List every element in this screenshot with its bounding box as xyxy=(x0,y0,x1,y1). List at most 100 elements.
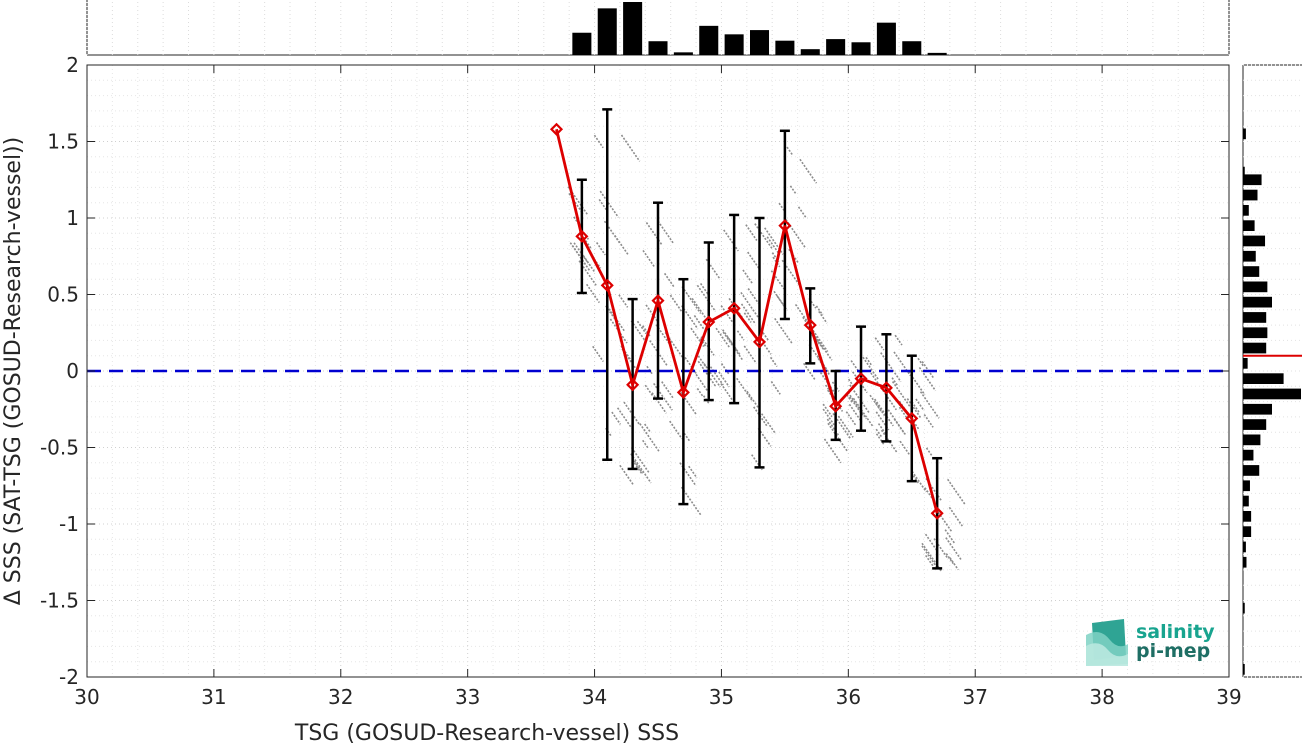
y-histogram-bar xyxy=(1243,373,1284,385)
salinity-pi-mep-logo: salinity pi-mep xyxy=(1086,619,1215,666)
y-histogram-bar xyxy=(1243,189,1258,201)
scatter-point xyxy=(874,337,885,351)
scatter-point xyxy=(693,315,705,330)
scatter-point xyxy=(819,372,836,395)
y-histogram-bar xyxy=(1243,510,1252,522)
y-tick-label: 1 xyxy=(66,206,79,230)
x-histogram-bar xyxy=(851,42,871,55)
scatter-point xyxy=(925,447,934,458)
scatter-point xyxy=(911,470,928,493)
scatter-point xyxy=(631,447,650,473)
scatter-point xyxy=(736,377,754,402)
scatter-point xyxy=(703,363,721,388)
scatter-point xyxy=(852,397,874,427)
mean-marker xyxy=(600,278,614,292)
y-tick-label: -0.5 xyxy=(40,436,79,460)
binned-mean-markers xyxy=(549,122,944,520)
y-histogram-bar xyxy=(1243,266,1260,277)
y-histogram-bar xyxy=(1243,388,1301,400)
scatter-point xyxy=(720,383,733,401)
scatter-point xyxy=(688,465,698,479)
scatter-point xyxy=(760,413,777,435)
scatter-point xyxy=(911,401,920,413)
mean-marker xyxy=(930,506,944,520)
mean-marker xyxy=(905,411,919,425)
x-histogram-bar xyxy=(623,2,643,55)
x-tick-label: 39 xyxy=(1216,685,1241,709)
scatter-point xyxy=(865,356,873,366)
mean-marker xyxy=(651,294,665,308)
y-histogram-bar xyxy=(1243,419,1267,430)
y-tick-label: 0 xyxy=(66,359,79,383)
y-histogram-bar xyxy=(1243,342,1267,354)
scatter-point xyxy=(696,284,717,312)
scatter-point xyxy=(848,403,863,423)
scatter-point xyxy=(569,242,591,272)
scatter-point xyxy=(696,387,704,397)
scatter-point xyxy=(593,134,604,149)
scatter-point xyxy=(899,440,911,456)
scatter-point xyxy=(620,134,641,162)
scatter-point xyxy=(663,272,675,288)
scatter-point xyxy=(582,255,592,267)
scatter-point xyxy=(743,345,758,364)
scatter-point xyxy=(774,317,794,345)
scatter-point xyxy=(728,297,744,319)
scatter-point xyxy=(669,294,683,313)
scatter-point xyxy=(891,381,911,408)
scatter-point xyxy=(862,356,880,381)
scatter-point xyxy=(818,310,828,324)
scatter-point xyxy=(715,327,731,349)
scatter-point xyxy=(785,219,806,249)
scatter-point xyxy=(887,409,907,436)
scatter-point xyxy=(583,237,593,250)
scatter-point xyxy=(639,423,661,453)
binned-mean-line xyxy=(555,128,939,514)
scatter-point xyxy=(747,288,760,304)
x-histogram-bar xyxy=(597,8,617,55)
scatter-point xyxy=(823,438,842,464)
y-tick-label: -2 xyxy=(59,665,79,689)
scatter-point xyxy=(661,381,674,399)
scatter-point xyxy=(891,377,899,387)
scatter-point xyxy=(770,381,781,395)
scatter-point xyxy=(743,312,752,323)
scatter-point xyxy=(846,394,853,403)
scatter-point xyxy=(567,186,589,216)
x-histogram xyxy=(86,0,1230,56)
mean-marker xyxy=(829,399,843,413)
scatter-point xyxy=(786,146,794,156)
scatter-point xyxy=(763,344,772,355)
scatter-point xyxy=(605,305,616,320)
y-tick-label: 2 xyxy=(66,53,79,77)
scatter-point xyxy=(822,403,833,418)
scatter-point xyxy=(747,251,760,269)
y-histogram-bar xyxy=(1243,403,1272,415)
scatter-point xyxy=(614,234,629,256)
y-tick-label: -1 xyxy=(59,512,79,536)
mean-marker xyxy=(854,372,868,386)
scatter-point xyxy=(745,224,758,241)
y-histogram-bar xyxy=(1243,526,1252,538)
scatter-point xyxy=(944,529,956,544)
scatter-point xyxy=(919,391,940,419)
x-tick-label: 37 xyxy=(962,685,987,709)
scatter-point xyxy=(949,557,959,571)
y-histogram-bar xyxy=(1243,174,1262,186)
x-histogram-bar xyxy=(699,25,719,55)
y-axis-label: Δ SSS (SAT-TSG (GOSUD-Research-vessel)) xyxy=(1,137,26,605)
scatter-point xyxy=(917,357,924,367)
y-histogram-bar xyxy=(1243,296,1272,308)
y-histogram-bar xyxy=(1243,166,1245,178)
logo-line2: pi-mep xyxy=(1136,640,1210,662)
scatter-point xyxy=(827,422,849,452)
scatter-point xyxy=(653,382,673,411)
scatter-point xyxy=(636,320,647,335)
scatter-point xyxy=(722,331,743,361)
scatter-point xyxy=(764,227,784,255)
y-histogram-bar xyxy=(1243,220,1255,232)
x-histogram-bar xyxy=(927,52,947,55)
x-histogram-bar xyxy=(800,49,820,55)
scatter-point xyxy=(915,398,925,412)
